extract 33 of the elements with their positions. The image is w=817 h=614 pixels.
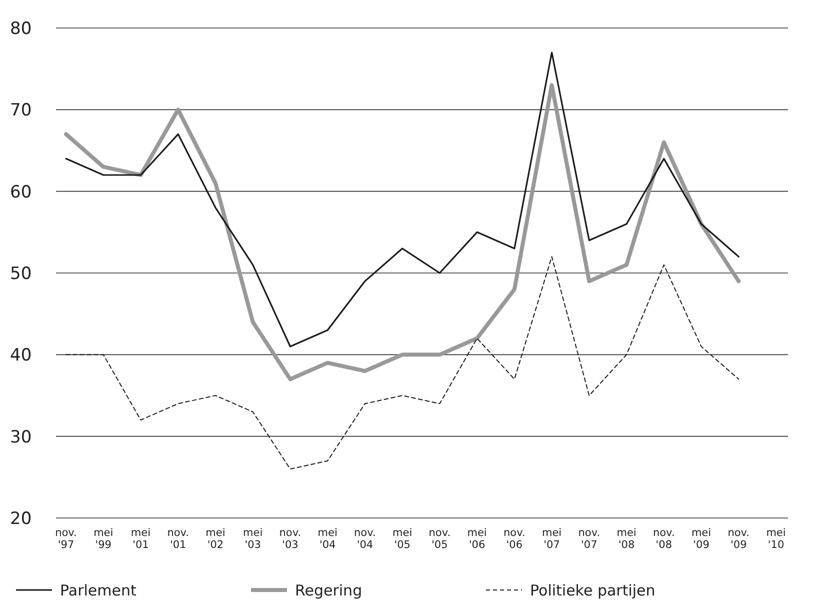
x-tick-label: mei '07 [542,527,562,551]
x-tick-label: nov. '04 [354,527,376,551]
x-tick-label: nov. '08 [652,527,675,551]
line-series [64,83,741,382]
legend-label: Politieke partijen [530,581,656,600]
x-tick-label: nov. '05 [428,527,451,551]
line-series [66,256,740,470]
x-tick-label: mei '10 [766,527,786,551]
x-tick-label: nov. '03 [279,527,302,551]
x-tick-label: nov. '97 [55,527,77,551]
x-tick-label: mei '06 [467,527,487,551]
x-tick-label: mei '05 [392,527,412,551]
x-tick-label: mei '99 [94,527,114,551]
x-tick-label: nov. '01 [167,527,190,551]
y-tick-label: 30 [10,427,32,448]
x-tick-label: mei '08 [616,527,636,551]
x-tick-label: nov. '09 [728,527,750,551]
y-tick-label: 70 [10,100,32,121]
x-tick-label: mei '09 [691,527,712,551]
y-tick-label: 80 [10,18,32,39]
y-tick-label: 60 [10,182,32,202]
y-tick-label: 20 [10,508,32,529]
x-tick-label: nov. '06 [504,527,526,551]
x-tick-label: mei '03 [243,527,263,551]
x-tick-label: mei '04 [318,527,338,551]
x-tick-label: mei '02 [206,527,226,551]
y-tick-label: 40 [10,346,32,366]
legend-label: Regering [295,581,362,600]
y-tick-label: 50 [10,264,32,284]
legend-label: Parlement [60,581,136,600]
x-tick-label: nov. '07 [578,527,600,551]
x-tick-label: mei '01 [130,527,151,551]
line-series [65,52,740,348]
